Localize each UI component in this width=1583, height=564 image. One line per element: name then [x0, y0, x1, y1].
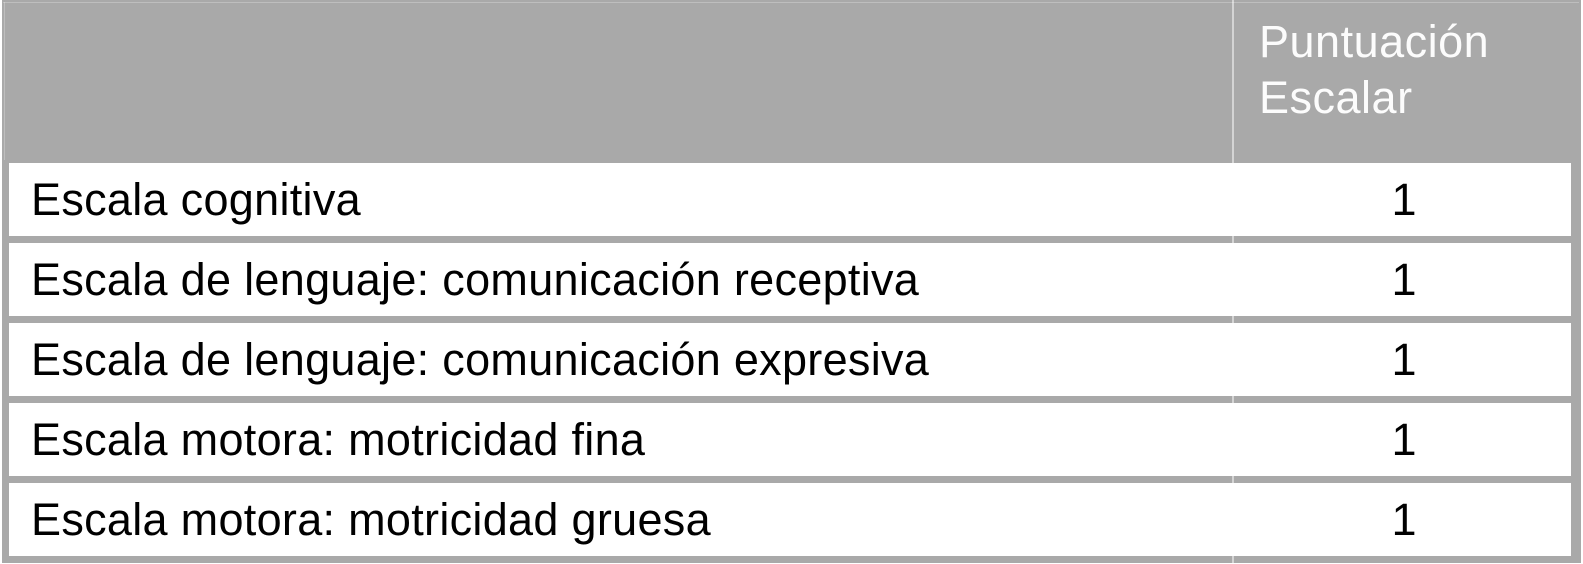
row-label: Escala de lenguaje: comunicación expresi…	[31, 333, 930, 385]
header-scale-column-spacer	[9, 0, 1237, 156]
row-label: Escala de lenguaje: comunicación recepti…	[31, 253, 920, 305]
row-value: 1	[1391, 173, 1417, 225]
row-label: Escala motora: motricidad gruesa	[31, 493, 711, 545]
table-row: Escala motora: motricidad fina 1	[9, 403, 1571, 476]
row-value: 1	[1391, 333, 1417, 385]
table-row: Escala de lenguaje: comunicación recepti…	[9, 243, 1571, 316]
table-row: Escala de lenguaje: comunicación expresi…	[9, 323, 1571, 396]
table-row: Escala cognitiva 1	[9, 163, 1571, 236]
row-value: 1	[1391, 253, 1417, 305]
row-label: Escala motora: motricidad fina	[31, 413, 646, 465]
column-header-puntuacion-escalar: Puntuación Escalar	[1259, 16, 1490, 123]
row-value: 1	[1391, 493, 1417, 545]
row-label: Escala cognitiva	[31, 173, 361, 225]
table-row: Escala motora: motricidad gruesa 1	[9, 483, 1571, 556]
table-header-row: Puntuación Escalar	[9, 0, 1571, 156]
row-value: 1	[1391, 413, 1417, 465]
